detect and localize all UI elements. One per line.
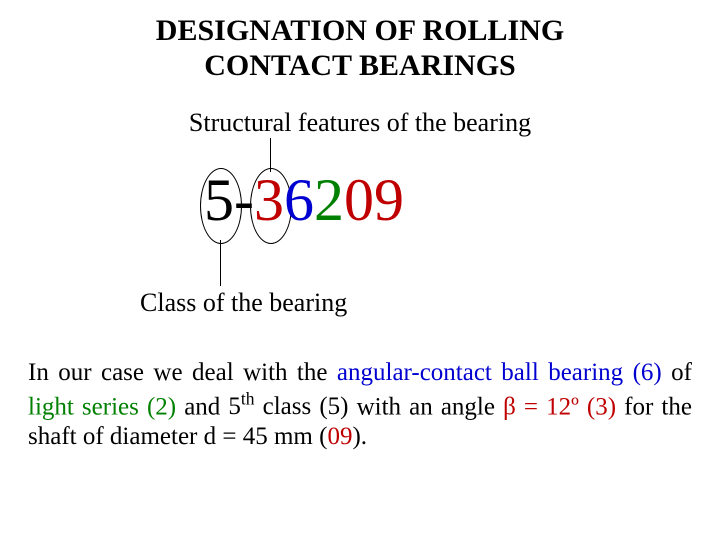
class-label: Class of the bearing <box>140 288 347 318</box>
para-angle: β = 12º (3) <box>503 393 616 420</box>
title-line2: CONTACT BEARINGS <box>204 49 515 82</box>
para-class: 5th class (5) <box>228 393 348 420</box>
code-digit-5: 0 <box>344 170 374 230</box>
para-text: with an angle <box>348 393 503 420</box>
subtitle: Structural features of the bearing <box>0 108 720 138</box>
page-title: DESIGNATION OF ROLLING CONTACT BEARINGS <box>0 14 720 83</box>
para-text: and <box>176 393 228 420</box>
connector-bottom <box>220 240 221 286</box>
code-digit-3: 6 <box>284 170 314 230</box>
code-digit-2: 3 <box>254 170 284 230</box>
para-text: of <box>662 359 692 386</box>
code-digit-1: 5 <box>204 170 234 230</box>
bearing-code: 5-36209 <box>204 170 404 230</box>
code-digit-6: 9 <box>374 170 404 230</box>
title-line1: DESIGNATION OF ROLLING <box>156 14 564 47</box>
code-dash: - <box>234 170 254 230</box>
code-digit-4: 2 <box>314 170 344 230</box>
para-angular-contact: angular-contact ball bearing (6) <box>337 359 662 386</box>
para-text: ). <box>352 423 367 450</box>
para-class-post: class (5) <box>255 393 349 420</box>
para-text: In our case we deal with the <box>28 359 337 386</box>
para-class-sup: th <box>241 389 255 409</box>
description-paragraph: In our case we deal with the angular-con… <box>28 358 692 453</box>
para-diameter-code: 09 <box>327 423 352 450</box>
para-class-num: 5 <box>228 393 241 420</box>
para-light-series: light series (2) <box>28 393 176 420</box>
